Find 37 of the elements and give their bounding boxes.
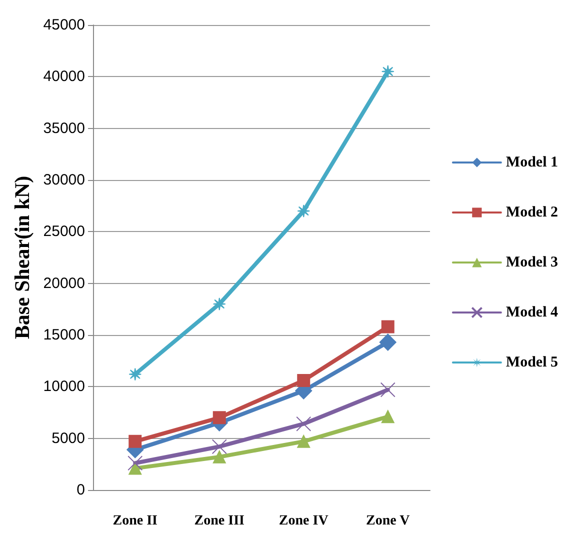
point bbox=[212, 298, 226, 310]
y-tick-label: 20000 bbox=[43, 274, 85, 292]
legend-label: Model 3 bbox=[506, 254, 558, 270]
x-tick-label: Zone IV bbox=[278, 514, 328, 528]
y-tick-label: 45000 bbox=[43, 16, 85, 34]
legend-label: Model 4 bbox=[506, 304, 558, 320]
point bbox=[128, 462, 142, 475]
y-tick-label: 15000 bbox=[43, 326, 85, 344]
y-axis-title: Base Shear(in kN) bbox=[10, 176, 34, 340]
point bbox=[379, 334, 396, 351]
point bbox=[212, 411, 226, 424]
y-tick-label: 0 bbox=[76, 482, 85, 498]
legend-label: Model 5 bbox=[506, 354, 558, 370]
point bbox=[128, 456, 143, 471]
point bbox=[212, 439, 227, 454]
point bbox=[128, 368, 142, 381]
y-tick-label: 25000 bbox=[43, 223, 85, 240]
point bbox=[297, 434, 310, 448]
legend-label: Model 2 bbox=[506, 204, 558, 220]
point bbox=[381, 320, 394, 334]
y-tick-label: 40000 bbox=[43, 68, 85, 86]
legend-label: Model 1 bbox=[506, 154, 558, 170]
point bbox=[297, 204, 310, 218]
x-tick-label: Zone II bbox=[112, 514, 158, 528]
x-tick-label: Zone V bbox=[366, 514, 410, 528]
y-tick-label: 10000 bbox=[43, 378, 85, 396]
y-tick-label: 5000 bbox=[52, 430, 85, 447]
point bbox=[381, 410, 394, 424]
point bbox=[296, 416, 312, 432]
point bbox=[212, 450, 226, 464]
point bbox=[380, 382, 396, 398]
point bbox=[128, 434, 142, 448]
y-tick-label: 35000 bbox=[43, 120, 85, 137]
point bbox=[381, 65, 394, 78]
y-tick-label: 30000 bbox=[43, 172, 85, 188]
x-tick-label: Zone III bbox=[194, 514, 244, 528]
point bbox=[297, 374, 310, 387]
